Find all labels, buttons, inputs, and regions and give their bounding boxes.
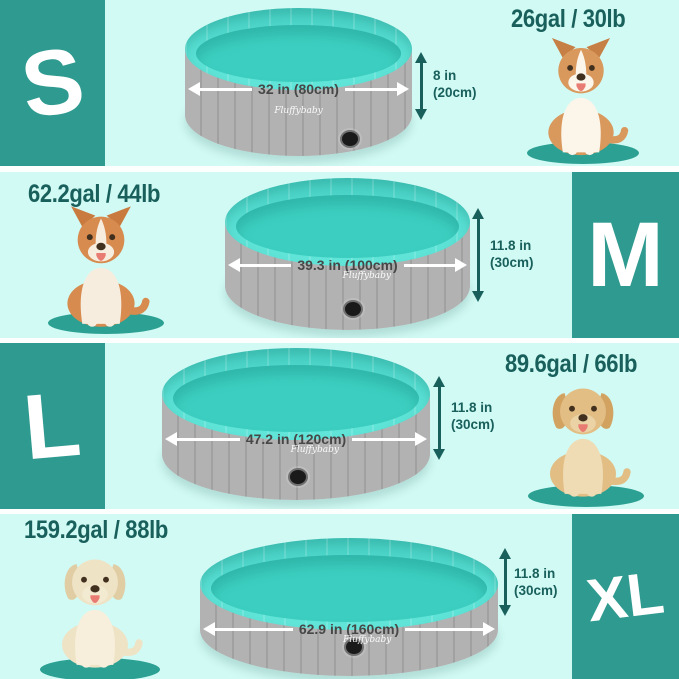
height-dimension-label: 11.8 in (30cm) [490, 238, 534, 270]
pool-illustration-s: 32 in (80cm) Fluffybaby [185, 8, 412, 156]
arrow-line [405, 627, 484, 631]
arrow-line [215, 627, 293, 631]
drain-valve-icon [288, 468, 308, 486]
pool-rim [162, 348, 430, 440]
width-dimension-label: 32 in (80cm) [258, 81, 339, 97]
pool-floor [236, 195, 459, 258]
drain-valve-icon [340, 130, 360, 148]
pool-rim [185, 8, 412, 90]
pool-illustration-l: 47.2 in (120cm) Fluffybaby [162, 348, 430, 500]
row-separator [0, 166, 679, 172]
height-arrow [433, 376, 445, 460]
arrow-left-icon [203, 622, 215, 636]
arrow-right-icon [397, 82, 409, 96]
dog-mat [40, 658, 160, 679]
size-row-l: L 47.2 in (120cm) Fluffybaby 11.8 in (30… [0, 343, 679, 509]
width-dimension-label: 62.9 in (160cm) [298, 621, 400, 637]
width-dimension-label: 47.2 in (120cm) [245, 431, 347, 447]
arrow-line [177, 437, 240, 441]
size-letter-s: S [15, 28, 90, 138]
size-badge-l: L [0, 343, 105, 509]
height-dimension-label: 11.8 in (30cm) [451, 400, 495, 432]
size-letter-l: L [20, 372, 85, 480]
brand-logo: Fluffybaby [290, 445, 339, 455]
row-separator [0, 509, 679, 514]
arrow-right-icon [483, 622, 496, 636]
size-badge-s: S [0, 0, 105, 166]
width-arrow: 39.3 in (100cm) [228, 257, 468, 273]
dog-ear-left [551, 38, 576, 58]
size-letter-xl: XL [583, 558, 668, 634]
dog-image-corgi [548, 38, 629, 156]
arrow-left-icon [228, 258, 240, 272]
pool-floor [196, 25, 401, 82]
drain-valve-icon [344, 638, 364, 656]
capacity-label: 62.2gal / 44lb [28, 180, 161, 208]
arrow-line [403, 263, 456, 267]
dog-ear-right [586, 38, 611, 58]
pool-illustration-m: 39.3 in (100cm) Fluffybaby [225, 178, 470, 330]
width-arrow: 32 in (80cm) [188, 81, 409, 97]
width-arrow: 62.9 in (160cm) [203, 621, 496, 637]
arrow-left-icon [165, 432, 177, 446]
height-dimension-label: 11.8 in (30cm) [514, 566, 558, 598]
height-dimension-label: 8 in (20cm) [433, 68, 477, 100]
capacity-label: 26gal / 30lb [511, 5, 626, 33]
dog-image-shiba-inu [67, 206, 150, 327]
arrow-right-icon [455, 258, 468, 272]
arrow-line [200, 87, 253, 91]
size-badge-xl: XL [572, 514, 679, 679]
pool-floor [211, 555, 487, 622]
pool-rim [225, 178, 470, 266]
height-arrow [499, 548, 511, 616]
size-row-s: S 32 in (80cm) Fluffybaby 8 in (20cm) 26… [0, 0, 679, 166]
width-arrow: 47.2 in (120cm) [165, 431, 428, 447]
size-badge-m: M [572, 172, 679, 338]
size-row-xl: 159.2gal / 88lb [0, 514, 679, 679]
arrow-line [352, 437, 416, 441]
arrow-right-icon [415, 432, 428, 446]
size-letter-m: M [587, 204, 664, 306]
dog-ear-left [71, 206, 96, 227]
drain-valve-icon [343, 300, 363, 318]
width-dimension-label: 39.3 in (100cm) [297, 257, 398, 273]
pool-rim [200, 538, 498, 630]
row-separator [0, 338, 679, 343]
brand-logo: Fluffybaby [343, 635, 392, 645]
height-arrow [415, 52, 427, 120]
size-row-m: 62.2gal / 44lb [0, 172, 679, 338]
arrow-line [344, 87, 397, 91]
dog-image-golden-retriever [550, 388, 631, 497]
capacity-label: 89.6gal / 66lb [505, 350, 638, 378]
arrow-line [240, 263, 292, 267]
dog-ear-right [106, 206, 131, 227]
height-arrow [472, 208, 484, 302]
pool-floor [173, 365, 419, 432]
pool-illustration-xl: 62.9 in (160cm) Fluffybaby [200, 538, 498, 676]
brand-logo: Fluffybaby [342, 271, 391, 281]
arrow-left-icon [188, 82, 200, 96]
capacity-label: 159.2gal / 88lb [24, 516, 168, 544]
dog-image-labrador [62, 559, 143, 668]
brand-logo: Fluffybaby [274, 106, 323, 116]
